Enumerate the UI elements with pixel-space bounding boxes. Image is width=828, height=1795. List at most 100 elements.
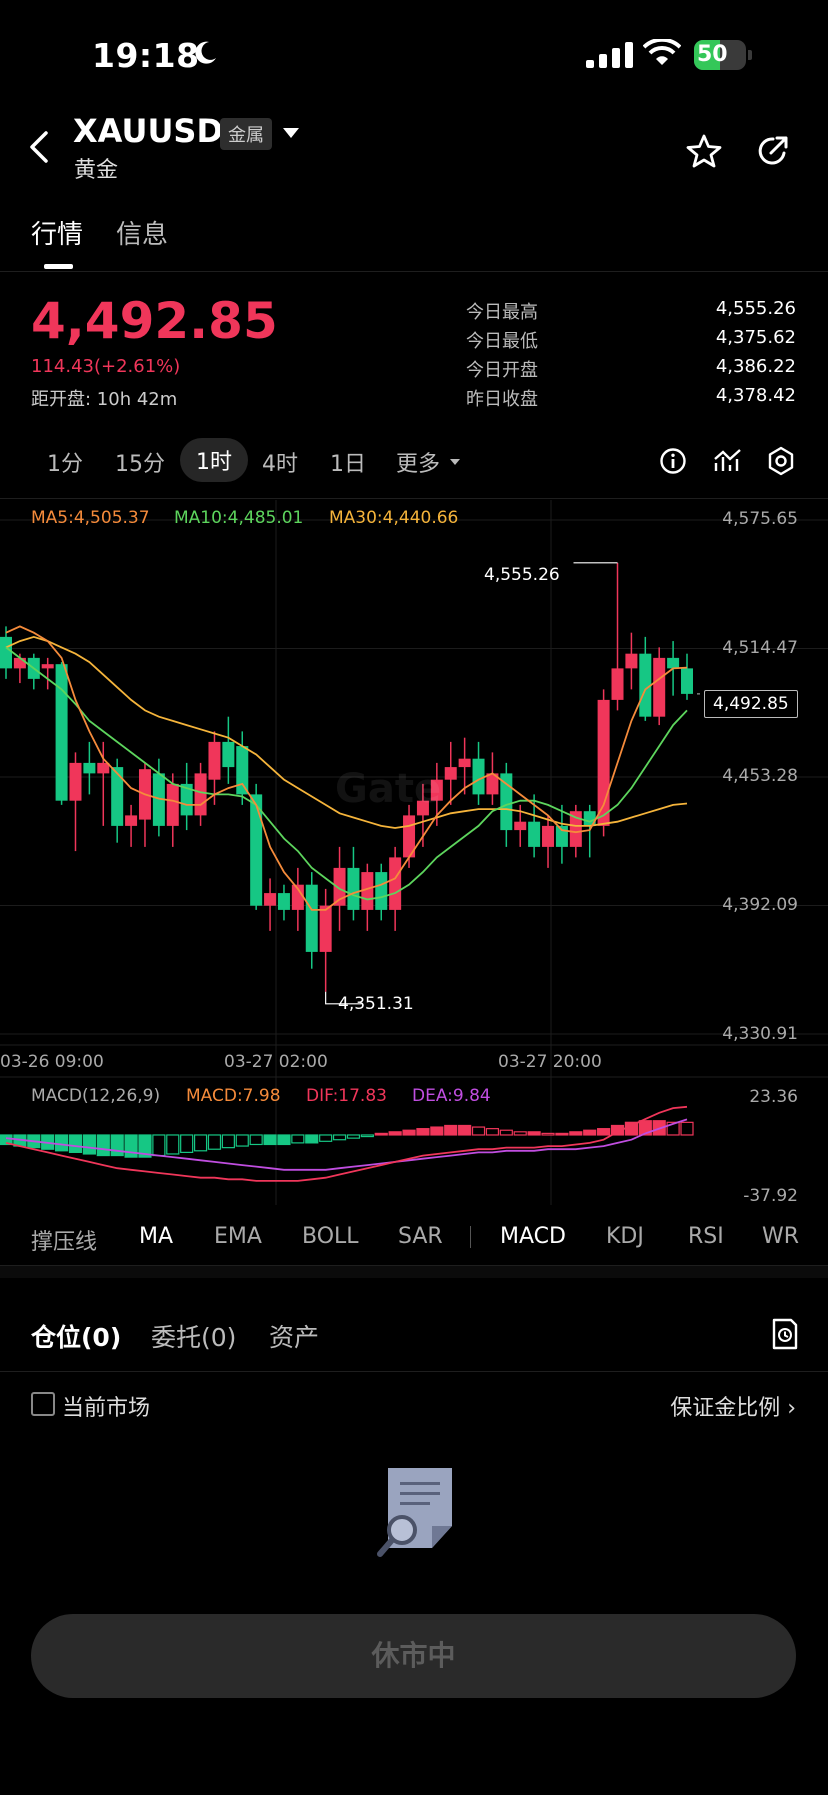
tab-positions[interactable]: 仓位(0) [31, 1323, 122, 1352]
candle-body [152, 773, 165, 826]
macd-bar [499, 1129, 513, 1136]
candle-body [166, 783, 179, 826]
wifi-icon [643, 39, 681, 65]
chart-settings-icon[interactable] [767, 446, 795, 476]
indicator-wr[interactable]: WR [762, 1224, 800, 1249]
indicator-rsi[interactable]: RSI [688, 1224, 724, 1249]
symbol-name: 黄金 [74, 158, 119, 183]
indicator-kdj[interactable]: KDJ [606, 1224, 644, 1249]
more-caret-icon [450, 459, 460, 465]
symbol-title[interactable]: XAUUSD [73, 112, 224, 150]
candle-body [681, 668, 693, 694]
macd-bar [193, 1134, 208, 1152]
x-tick: 03-27 20:00 [498, 1052, 602, 1072]
candle-body [69, 762, 82, 801]
macd-bar [583, 1129, 597, 1136]
share-icon[interactable] [756, 134, 790, 168]
tab-info[interactable]: 信息 [116, 220, 169, 250]
current-price-tag: 4,492.85 [704, 690, 798, 718]
candle-body [97, 762, 110, 774]
macd-bar [221, 1134, 235, 1149]
macd-bar [680, 1121, 694, 1136]
ma10-line [5, 646, 688, 901]
macd-bar [166, 1134, 180, 1155]
tab-assets[interactable]: 资产 [269, 1323, 320, 1352]
candle-body [347, 867, 360, 910]
stat-value-low: 4,375.62 [715, 327, 796, 348]
history-record-icon[interactable] [771, 1318, 799, 1350]
period-1h[interactable]: 1时 [180, 438, 248, 482]
candle-body [194, 773, 207, 816]
macd-bar [346, 1134, 361, 1139]
current-market-checkbox[interactable] [31, 1392, 55, 1416]
candle-body [486, 773, 499, 795]
period-more[interactable]: 更多 [396, 452, 441, 477]
symbol-dropdown-icon[interactable] [283, 128, 299, 138]
candle-body [597, 699, 610, 826]
divider [0, 271, 828, 272]
margin-ratio-link[interactable]: 保证金比例 › [670, 1396, 796, 1421]
macd-bar [458, 1124, 472, 1136]
ma30-line [5, 635, 688, 829]
candle-body [569, 811, 582, 847]
macd-bar [110, 1134, 124, 1157]
period-15m[interactable]: 15分 [115, 452, 165, 477]
dif-legend: DIF:17.83 [306, 1086, 387, 1106]
back-arrow-icon[interactable] [28, 130, 50, 164]
stat-label-high: 今日最高 [466, 302, 538, 323]
candle-body [125, 815, 138, 826]
macd-bar [471, 1126, 486, 1136]
battery-level: 50 [697, 42, 728, 67]
candle-body [250, 794, 263, 906]
high-marker-label: 4,555.26 [484, 565, 560, 585]
macd-bar [360, 1134, 374, 1138]
info-icon[interactable] [659, 447, 687, 475]
divider [0, 1371, 828, 1372]
candle-body [319, 905, 332, 952]
tab-market[interactable]: 行情 [31, 220, 84, 250]
macd-bar [513, 1131, 527, 1136]
candlestick-chart[interactable] [0, 0, 828, 1210]
macd-value-legend: MACD:7.98 [186, 1086, 281, 1106]
y-tick: 4,330.91 [722, 1024, 798, 1044]
macd-bar [124, 1134, 138, 1158]
macd-bar [207, 1134, 222, 1150]
period-1m[interactable]: 1分 [47, 452, 83, 477]
period-1d[interactable]: 1日 [330, 452, 366, 477]
candle-body [583, 811, 596, 826]
indicator-ma[interactable]: MA [139, 1224, 174, 1249]
candle-body [528, 821, 541, 847]
candle-body [389, 857, 402, 910]
stat-label-low: 今日最低 [466, 331, 538, 352]
macd-bar [249, 1134, 263, 1146]
macd-bar [444, 1124, 458, 1136]
indicator-boll[interactable]: BOLL [302, 1224, 359, 1249]
period-4h[interactable]: 4时 [262, 452, 298, 477]
tab-orders[interactable]: 委托(0) [151, 1323, 237, 1352]
indicator-settings-icon[interactable] [713, 447, 743, 475]
indicator-sar[interactable]: SAR [398, 1224, 443, 1249]
stat-value-prev-close: 4,378.42 [715, 385, 796, 406]
dea-legend: DEA:9.84 [412, 1086, 491, 1106]
candle-body [41, 664, 54, 669]
last-price: 4,492.85 [31, 292, 278, 350]
candle-body [333, 867, 346, 906]
current-market-label: 当前市场 [62, 1396, 151, 1421]
favorite-star-icon[interactable] [686, 134, 722, 168]
macd-y-tick: 23.36 [749, 1087, 798, 1107]
indicator-ema[interactable]: EMA [214, 1224, 262, 1249]
macd-y-tick: -37.92 [743, 1186, 798, 1206]
candle-body [83, 762, 96, 774]
stat-value-high: 4,555.26 [715, 298, 796, 319]
indicator-macd[interactable]: MACD [500, 1224, 566, 1249]
macd-bar [485, 1128, 500, 1136]
candle-body [514, 821, 527, 831]
indicator-support-resistance[interactable]: 撑压线 [31, 1230, 98, 1255]
section-gap [0, 1266, 828, 1278]
macd-bar [291, 1134, 305, 1144]
macd-bar [430, 1126, 444, 1136]
macd-bar [82, 1134, 96, 1155]
macd-bar [332, 1134, 347, 1141]
low-marker-label: 4,351.31 [338, 994, 414, 1014]
watermark: Gate [335, 766, 442, 812]
